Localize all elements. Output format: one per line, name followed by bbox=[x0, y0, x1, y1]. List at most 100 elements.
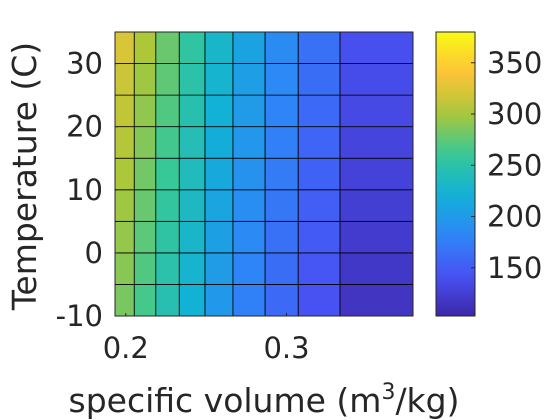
y-tick-label: 0 bbox=[85, 236, 103, 270]
colorbar: 350 300 250 200 150 bbox=[435, 31, 542, 317]
x-tick-label: 0.2 bbox=[103, 331, 149, 365]
heatmap-cell bbox=[155, 284, 180, 317]
heatmap-cell bbox=[297, 252, 341, 285]
y-tick-label: 30 bbox=[66, 47, 103, 81]
heatmap-cell bbox=[114, 31, 135, 64]
heatmap-cell bbox=[264, 220, 299, 254]
heatmap-cells bbox=[114, 31, 414, 317]
heatmap-cell bbox=[133, 220, 157, 254]
heatmap-cell bbox=[297, 94, 341, 128]
heatmap-cell bbox=[133, 31, 157, 64]
y-tick-label: 20 bbox=[66, 110, 103, 144]
heatmap-cell bbox=[232, 94, 266, 128]
y-axis-label: Temperature (C) bbox=[5, 42, 44, 311]
heatmap-cell bbox=[264, 252, 299, 285]
heatmap-cell bbox=[297, 126, 341, 159]
heatmap-cell bbox=[204, 63, 234, 96]
heatmap-cell bbox=[178, 63, 206, 96]
heatmap-cell bbox=[232, 220, 266, 254]
heatmap-cell bbox=[232, 157, 266, 191]
heatmap-cell bbox=[264, 189, 299, 222]
y-tick-label: -10 bbox=[56, 299, 103, 333]
heatmap-cell bbox=[133, 63, 157, 96]
heatmap-cell bbox=[204, 126, 234, 159]
colorbar-tick-label: 350 bbox=[487, 46, 542, 80]
x-tick-label: 0.3 bbox=[263, 331, 309, 365]
heatmap-cell bbox=[114, 63, 135, 96]
heatmap-cell bbox=[204, 189, 234, 222]
heatmap-cell bbox=[339, 284, 414, 317]
heatmap-cell bbox=[297, 31, 341, 64]
colorbar-ticks: 350 300 250 200 150 bbox=[471, 46, 542, 285]
heatmap-cell bbox=[232, 126, 266, 159]
heatmap-cell bbox=[339, 31, 414, 64]
heatmap-cell bbox=[297, 189, 341, 222]
colorbar-gradient bbox=[435, 31, 476, 317]
heatmap-cell bbox=[155, 63, 180, 96]
heatmap-cell bbox=[178, 94, 206, 128]
x-axis: 0.2 0.3 bbox=[103, 313, 310, 365]
heatmap-cell bbox=[133, 252, 157, 285]
heatmap-cell bbox=[178, 252, 206, 285]
colorbar-tick-label: 200 bbox=[487, 200, 542, 234]
colorbar-tick-label: 250 bbox=[487, 148, 542, 182]
heatmap-cell bbox=[339, 252, 414, 285]
heatmap-cell bbox=[178, 189, 206, 222]
heatmap-cell bbox=[133, 284, 157, 317]
heatmap-cell bbox=[264, 31, 299, 64]
heatmap-cell bbox=[133, 94, 157, 128]
colorbar-tick-label: 300 bbox=[487, 97, 542, 131]
heatmap-cell bbox=[264, 284, 299, 317]
heatmap-cell bbox=[204, 31, 234, 64]
heatmap-cell bbox=[339, 189, 414, 222]
heatmap-cell bbox=[178, 31, 206, 64]
heatmap-cell bbox=[155, 31, 180, 64]
heatmap-cell bbox=[204, 252, 234, 285]
heatmap-cell bbox=[133, 157, 157, 191]
heatmap-cell bbox=[232, 63, 266, 96]
heatmap-cell bbox=[297, 157, 341, 191]
heatmap-cell bbox=[204, 220, 234, 254]
heatmap-cell bbox=[232, 31, 266, 64]
heatmap-cell bbox=[204, 284, 234, 317]
heatmap-cell bbox=[155, 252, 180, 285]
heatmap-cell bbox=[264, 126, 299, 159]
heatmap-cell bbox=[232, 252, 266, 285]
heatmap-cell bbox=[339, 220, 414, 254]
heatmap-cell bbox=[114, 189, 135, 222]
y-axis: 30 20 10 0 -10 bbox=[56, 47, 118, 333]
heatmap-cell bbox=[178, 126, 206, 159]
heatmap-cell bbox=[264, 157, 299, 191]
heatmap-cell bbox=[114, 284, 135, 317]
heatmap-cell bbox=[264, 94, 299, 128]
heatmap-cell bbox=[178, 157, 206, 191]
heatmap-cell bbox=[178, 220, 206, 254]
heatmap-cell bbox=[339, 157, 414, 191]
heatmap-cell bbox=[339, 126, 414, 159]
heatmap-cell bbox=[133, 189, 157, 222]
plot-frame bbox=[114, 31, 414, 317]
heatmap-cell bbox=[339, 94, 414, 128]
heatmap-cell bbox=[114, 220, 135, 254]
heatmap-cell bbox=[155, 189, 180, 222]
heatmap-cell bbox=[114, 94, 135, 128]
heatmap-cell bbox=[155, 94, 180, 128]
heatmap-cell bbox=[232, 189, 266, 222]
x-axis-label: specific volume (m3/kg) bbox=[69, 380, 460, 420]
y-tick-label: 10 bbox=[66, 173, 103, 207]
heatmap-cell bbox=[178, 284, 206, 317]
heatmap-cell bbox=[297, 284, 341, 317]
heatmap-cell bbox=[297, 63, 341, 96]
heatmap-cell bbox=[114, 252, 135, 285]
heatmap-cell bbox=[155, 126, 180, 159]
heatmap-cell bbox=[155, 157, 180, 191]
heatmap-cell bbox=[232, 284, 266, 317]
heatmap-cell bbox=[297, 220, 341, 254]
colorbar-tick-label: 150 bbox=[487, 251, 542, 285]
heatmap-cell bbox=[133, 126, 157, 159]
heatmap-cell bbox=[114, 157, 135, 191]
heatmap-cell bbox=[339, 63, 414, 96]
heatmap-cell bbox=[114, 126, 135, 159]
